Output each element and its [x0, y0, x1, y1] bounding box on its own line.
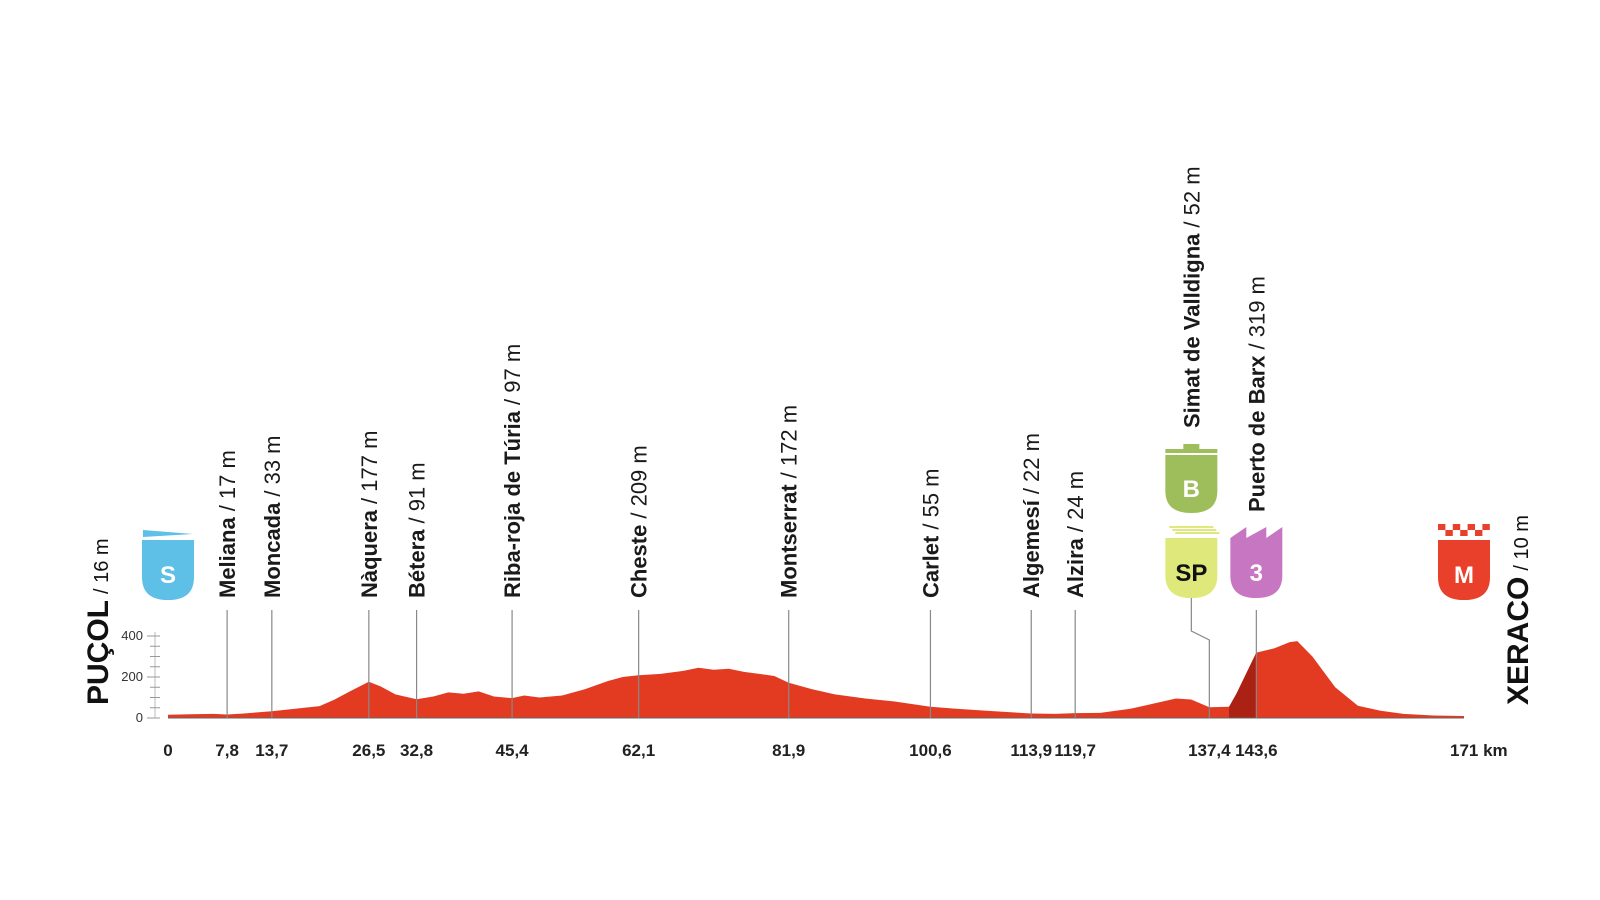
waypoint-name: Meliana [215, 517, 240, 598]
sprint-stripe [1169, 526, 1214, 528]
finish-badge-label: M [1454, 562, 1474, 589]
elevation-profile [168, 641, 1464, 719]
finish-badge-shape [1438, 540, 1490, 600]
checkered-flag-cell [1475, 530, 1483, 536]
y-axis: 0 200 400 [121, 628, 160, 725]
waypoint-altitude: / 177 m [357, 431, 382, 504]
waypoint-label: Carlet / 55 m [918, 469, 943, 599]
waypoint-name: Bétera [405, 529, 430, 598]
waypoint-label: Simat de Valldigna / 52 m [1179, 166, 1204, 428]
distance-tick-label: 137,4 [1188, 741, 1231, 760]
checkered-flag-cell [1452, 524, 1461, 530]
profile-area [168, 641, 1464, 718]
waypoint-altitude: / 55 m [918, 469, 943, 530]
waypoint-name: Moncada [260, 502, 285, 598]
sprint-stripe [1175, 532, 1220, 534]
climb-shading [1229, 652, 1257, 718]
distance-tick-label: 32,8 [400, 741, 433, 760]
bonus-badge-label: B [1183, 476, 1200, 503]
waypoint-name: Alzira [1063, 537, 1088, 598]
waypoint-label: Puerto de Barx / 319 m [1244, 276, 1269, 512]
waypoint-altitude: / 91 m [405, 462, 430, 523]
finish-town-label: XERACO/ 10 m [1502, 515, 1535, 705]
distance-tick-label: 100,6 [909, 741, 952, 760]
checkered-flag-cell [1460, 530, 1468, 536]
start-badge-label: S [160, 562, 176, 589]
start-badge-shape [142, 540, 194, 600]
waypoint-altitude: / 319 m [1244, 276, 1269, 349]
badges: S M B SP 3 [142, 444, 1490, 600]
y-tick-label: 0 [136, 710, 143, 725]
waypoint-label: Nàquera / 177 m [357, 431, 382, 598]
waypoint-altitude: / 33 m [260, 436, 285, 497]
waypoint-altitude: / 24 m [1063, 471, 1088, 532]
waypoint-line [1190, 588, 1210, 718]
climb-mountain-icon [1230, 527, 1283, 538]
bonus-top [1165, 449, 1218, 453]
waypoint-label: Meliana / 17 m [215, 450, 240, 598]
waypoint-altitude: / 172 m [777, 405, 802, 478]
waypoint-label: Bétera / 91 m [405, 462, 430, 598]
checkered-flag-cell [1438, 524, 1446, 530]
waypoint-name: Carlet [918, 535, 943, 598]
y-tick-label: 200 [121, 669, 143, 684]
start-town-label: PUÇOL/ 16 m [82, 538, 115, 705]
y-tick-label: 400 [121, 628, 143, 643]
waypoint-name: Simat de Valldigna [1179, 233, 1204, 428]
distance-tick-label: 62,1 [622, 741, 655, 760]
waypoint-altitude: / 97 m [500, 344, 525, 405]
distance-tick-label: 0 [163, 741, 172, 760]
waypoint-altitude: / 209 m [627, 445, 652, 518]
waypoint-altitude: / 17 m [215, 450, 240, 511]
climb-badge-label: 3 [1250, 560, 1263, 587]
sprint-badge-shape [1165, 538, 1218, 598]
waypoint-label: Riba-roja de Túria / 97 m [500, 344, 525, 598]
waypoint-labels: Meliana / 17 m Moncada / 33 m Nàquera / 177 m… [215, 166, 1269, 598]
waypoint-label: Algemesí / 22 m [1019, 433, 1044, 598]
bonus-badge-shape [1165, 455, 1218, 513]
distance-tick-label: 7,8 [215, 741, 239, 760]
waypoint-name: Cheste [627, 525, 652, 598]
distance-tick-label: 81,9 [772, 741, 805, 760]
waypoint-altitude: / 22 m [1019, 433, 1044, 494]
waypoint-altitude: / 52 m [1179, 166, 1204, 227]
distance-tick-label: 113,9 [1010, 741, 1052, 760]
waypoint-label: Moncada / 33 m [260, 436, 285, 599]
waypoint-lines [226, 588, 1257, 718]
waypoint-name: Puerto de Barx [1244, 355, 1269, 512]
sprint-badge-label: SP [1175, 560, 1207, 587]
waypoint-name: Riba-roja de Túria [500, 410, 525, 598]
checkered-flag-cell [1482, 524, 1490, 530]
sprint-stripe [1172, 529, 1217, 531]
checkered-flag-cell [1467, 524, 1475, 530]
start-flag-icon [143, 530, 193, 537]
distance-tick-label: 171 km [1450, 741, 1508, 760]
waypoint-label: Cheste / 209 m [627, 445, 652, 598]
distance-tick-label: 45,4 [496, 741, 530, 760]
distance-tick-label: 13,7 [255, 741, 288, 760]
waypoint-label: Montserrat / 172 m [777, 405, 802, 598]
climb-badge-shape [1230, 538, 1283, 598]
waypoint-name: Montserrat [777, 484, 802, 598]
waypoint-name: Nàquera [357, 509, 382, 598]
distance-tick-label: 143,6 [1235, 741, 1278, 760]
distance-tick-label: 26,5 [352, 741, 385, 760]
distance-tick-label: 119,7 [1054, 741, 1096, 760]
waypoint-label: Alzira / 24 m [1063, 471, 1088, 598]
waypoint-name: Algemesí [1019, 499, 1044, 598]
bonus-tab [1183, 444, 1200, 449]
distance-axis: 0 7,8 13,7 26,5 32,8 45,4 62,1 81,9 100,6 113,9 11… [163, 741, 1507, 760]
checkered-flag-cell [1445, 530, 1453, 536]
